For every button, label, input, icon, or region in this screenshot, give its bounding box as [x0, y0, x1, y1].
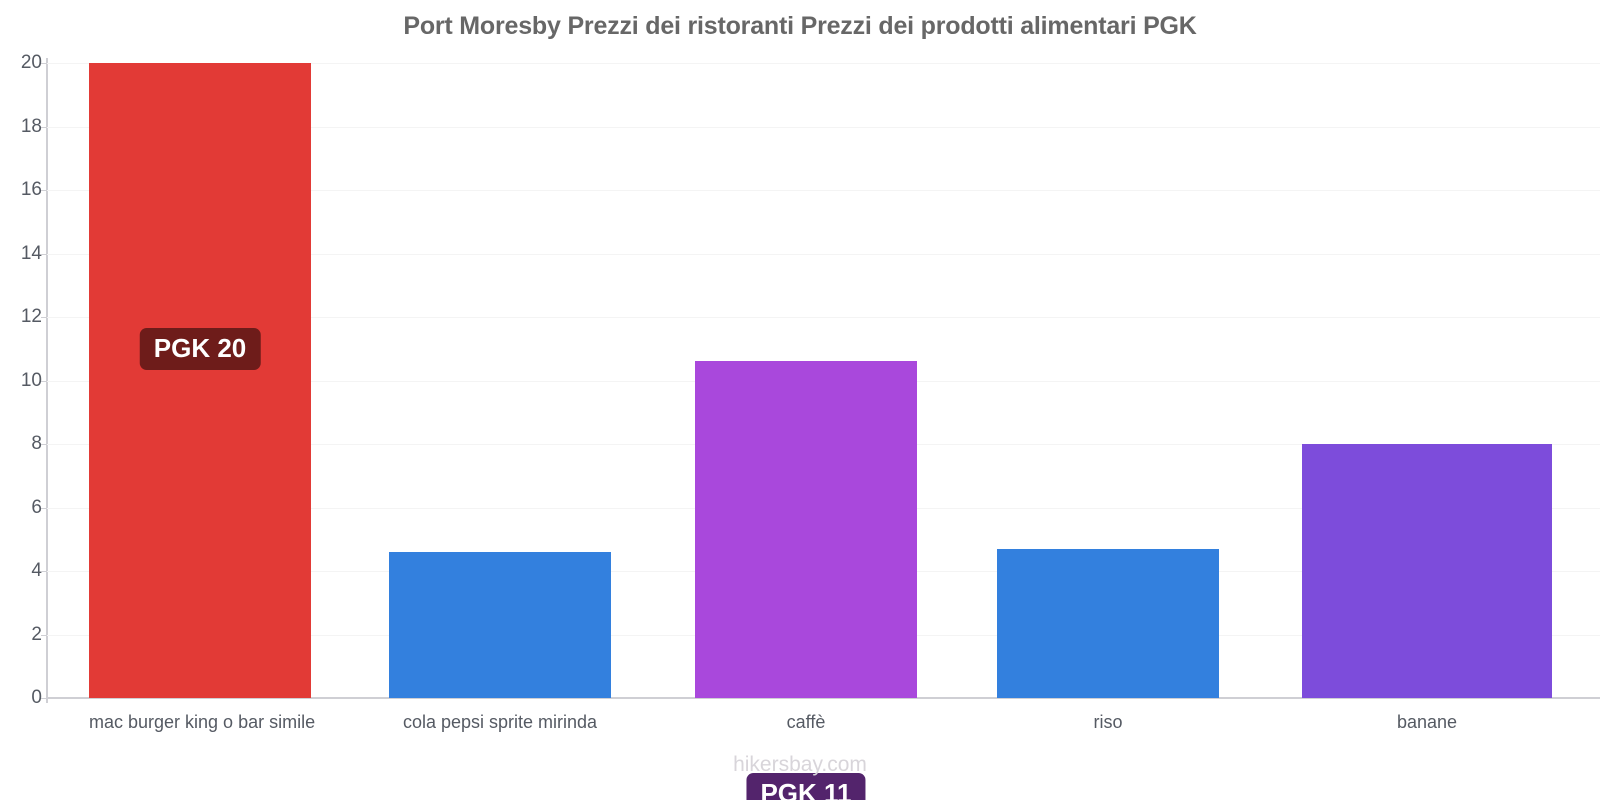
x-axis-category-label: riso	[1093, 712, 1123, 732]
y-axis-tick-label: 2	[31, 623, 42, 645]
y-axis-tick-mark	[41, 380, 47, 382]
gridline	[47, 63, 1600, 64]
page-title: Port Moresby Prezzi dei ristoranti Prezz…	[403, 12, 1197, 40]
y-axis-tick-label: 12	[20, 306, 42, 327]
x-axis-line	[47, 697, 1600, 699]
y-axis-tick-mark	[41, 63, 47, 64]
y-axis-tick-label: 16	[20, 179, 42, 200]
y-axis-tick-mark	[41, 190, 47, 191]
y-axis-tick-label: 14	[20, 242, 42, 264]
bar[interactable]: PGK 4.7	[997, 548, 1219, 698]
bar[interactable]: PGK 4.6	[389, 551, 611, 698]
bar-value-label: PGK 20	[139, 328, 261, 370]
y-axis-tick-mark	[41, 634, 47, 636]
x-axis-category-label: caffè	[786, 712, 826, 732]
gridline	[47, 126, 1600, 128]
x-axis-category-label: mac burger king o bar simile	[89, 712, 316, 732]
y-axis-tick-label: 18	[20, 115, 42, 137]
y-axis-tick-mark	[41, 444, 47, 445]
gridline	[47, 253, 1600, 255]
y-axis-tick-label: 0	[31, 687, 42, 708]
plot-area: PGK 20 PGK 4.6 PGK 11 PGK 4.7 PGK 8	[41, 63, 1600, 800]
y-axis-tick-mark	[41, 698, 47, 699]
bar-series: PGK 20 PGK 4.6 PGK 11 PGK 4.7 PGK 8	[47, 63, 1600, 800]
y-axis-tick-mark	[41, 126, 47, 128]
y-axis-tick-label: 8	[31, 433, 42, 454]
y-axis-tick-label: 4	[31, 560, 42, 581]
source-watermark: hikersbay.com	[733, 753, 867, 776]
x-axis-category-label: cola pepsi sprite mirinda	[402, 712, 598, 732]
y-axis-tick-mark	[41, 507, 47, 509]
bar[interactable]: PGK 8	[1302, 444, 1552, 698]
gridline	[47, 190, 1600, 191]
bar-value-label: PGK 11	[746, 773, 866, 800]
y-axis-tick-mark	[41, 317, 47, 318]
bar[interactable]: PGK 20	[89, 63, 311, 698]
bar[interactable]: PGK 11	[695, 361, 917, 800]
x-axis-category-label: banane	[1396, 712, 1458, 732]
y-axis-tick-label: 10	[20, 369, 42, 391]
y-axis-tick-mark	[41, 571, 47, 572]
gridline	[47, 317, 1600, 318]
y-axis-tick-label: 6	[31, 496, 42, 518]
y-axis-tick-mark	[41, 253, 47, 255]
y-axis-tick-label: 20	[20, 52, 42, 73]
